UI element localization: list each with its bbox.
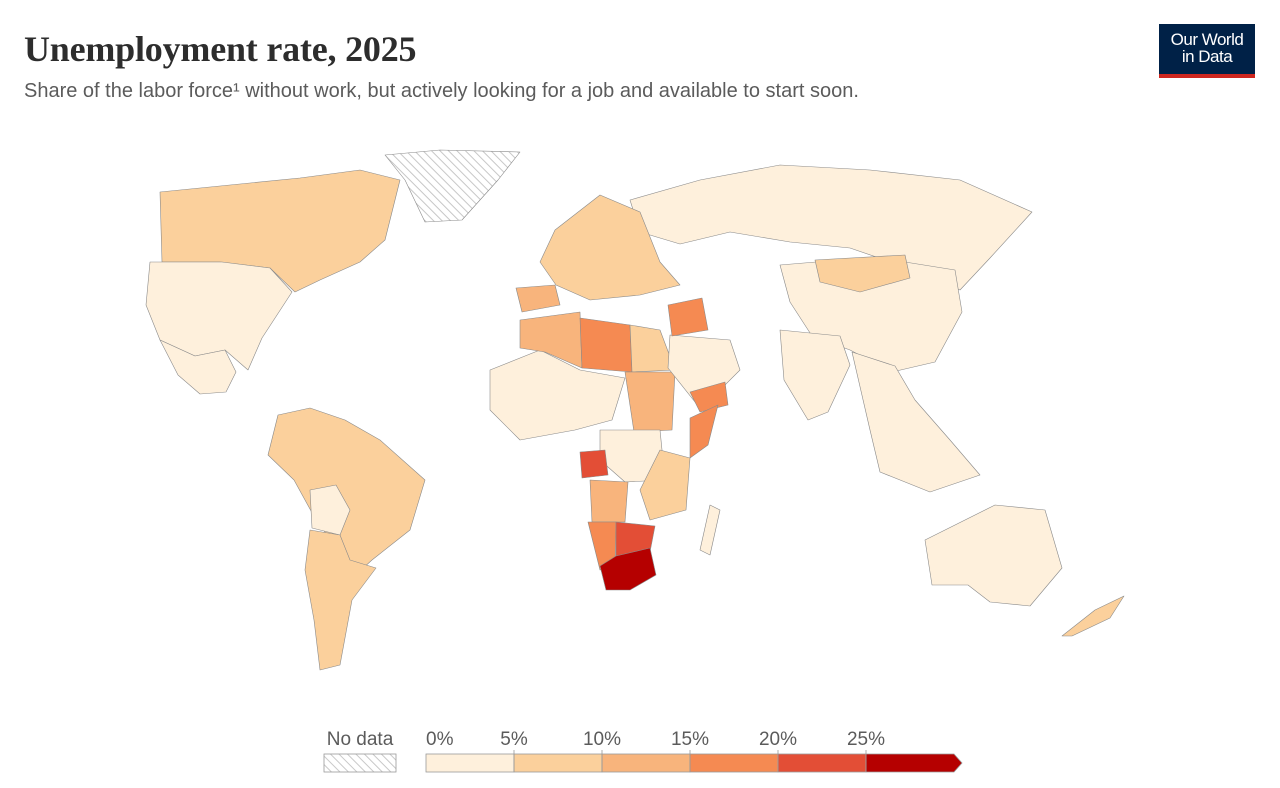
region-western-europe[interactable] <box>539 194 681 301</box>
color-legend: No data 0% 5% 10% 15% 20% 25% <box>323 729 963 773</box>
region-argentina[interactable] <box>304 529 377 671</box>
region-east-africa[interactable] <box>639 449 691 521</box>
region-somalia[interactable] <box>689 404 719 459</box>
legend-bin-2 <box>601 753 691 773</box>
legend-tick-label: 15% <box>671 729 709 750</box>
region-new-zealand[interactable] <box>1061 595 1125 637</box>
legend-tick-label: 5% <box>500 729 528 750</box>
region-iraq[interactable] <box>667 297 709 337</box>
region-south-africa[interactable] <box>599 547 657 591</box>
logo-line-1: Our World <box>1170 30 1244 49</box>
region-greenland[interactable] <box>384 149 521 223</box>
legend-tick-label: 0% <box>426 729 454 750</box>
region-south-america-north[interactable] <box>267 407 426 581</box>
region-madagascar[interactable] <box>699 504 721 556</box>
region-libya[interactable] <box>579 317 633 373</box>
legend-bin-1 <box>513 753 603 773</box>
legend-bin-0 <box>425 753 515 773</box>
legend-tick-label: 20% <box>759 729 797 750</box>
region-usa[interactable] <box>145 261 293 371</box>
legend-tick-label: 10% <box>583 729 621 750</box>
owid-logo[interactable]: Our World in Data <box>1159 24 1255 78</box>
legend-tick-label: 25% <box>847 729 885 750</box>
region-australia[interactable] <box>924 504 1063 607</box>
region-india[interactable] <box>779 329 851 421</box>
region-sahel[interactable] <box>489 349 626 441</box>
region-mexico[interactable] <box>159 339 237 395</box>
world-map <box>145 149 1125 671</box>
region-mongolia[interactable] <box>814 254 911 293</box>
region-yemen[interactable] <box>689 381 729 413</box>
region-russia[interactable] <box>629 164 1033 291</box>
legend-no-data-swatch <box>323 753 397 773</box>
legend-bin-3 <box>689 753 779 773</box>
region-sudan[interactable] <box>624 371 676 433</box>
region-bolivia[interactable] <box>309 484 351 536</box>
legend-no-data-label: No data <box>327 729 394 750</box>
region-angola[interactable] <box>589 479 629 523</box>
region-southeast-asia[interactable] <box>851 351 981 493</box>
region-congo[interactable] <box>579 449 609 479</box>
chart-title: Unemployment rate, 2025 <box>24 29 417 69</box>
chart-subtitle: Share of the labor force¹ without work, … <box>24 80 859 102</box>
legend-bin-4 <box>777 753 867 773</box>
region-algeria[interactable] <box>519 311 583 369</box>
legend-bin-5 <box>865 753 963 773</box>
logo-line-2: in Data <box>1181 47 1233 66</box>
region-spain[interactable] <box>515 284 561 313</box>
